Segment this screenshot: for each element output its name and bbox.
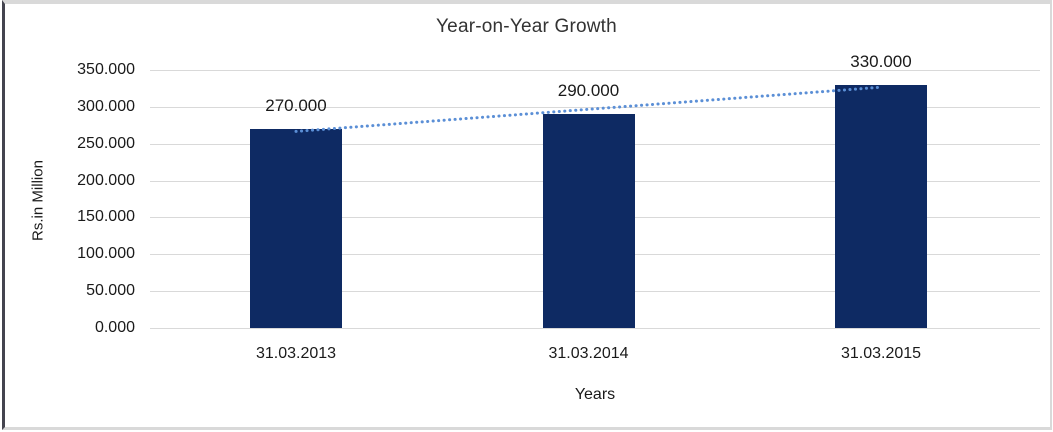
x-tick-label: 31.03.2015	[840, 345, 922, 362]
y-tick-label: 50.000	[86, 282, 135, 300]
bar	[250, 128, 342, 328]
y-tick-label: 0.000	[94, 319, 135, 336]
y-tick-label: 200.000	[77, 171, 135, 189]
bar-value-label: 330.000	[850, 51, 912, 71]
gridline	[150, 106, 1040, 108]
x-axis-title: Years	[574, 386, 616, 403]
y-tick-label: 100.000	[77, 245, 135, 263]
bar-value-label: 270.000	[265, 95, 327, 115]
gridline	[150, 328, 1040, 329]
y-tick-label: 300.000	[77, 97, 135, 115]
bar	[542, 114, 635, 328]
y-tick-label: 150.000	[77, 208, 135, 226]
bar-value-label: 290.000	[557, 81, 620, 101]
bar	[835, 84, 927, 328]
y-tick-label: 350.000	[77, 61, 135, 78]
gridline	[150, 70, 1040, 71]
chart-title: Year-on-Year Growth	[436, 16, 617, 37]
y-tick-label: 250.000	[77, 134, 135, 152]
x-tick-label: 31.03.2014	[548, 345, 629, 362]
x-tick-label: 31.03.2013	[255, 345, 337, 362]
